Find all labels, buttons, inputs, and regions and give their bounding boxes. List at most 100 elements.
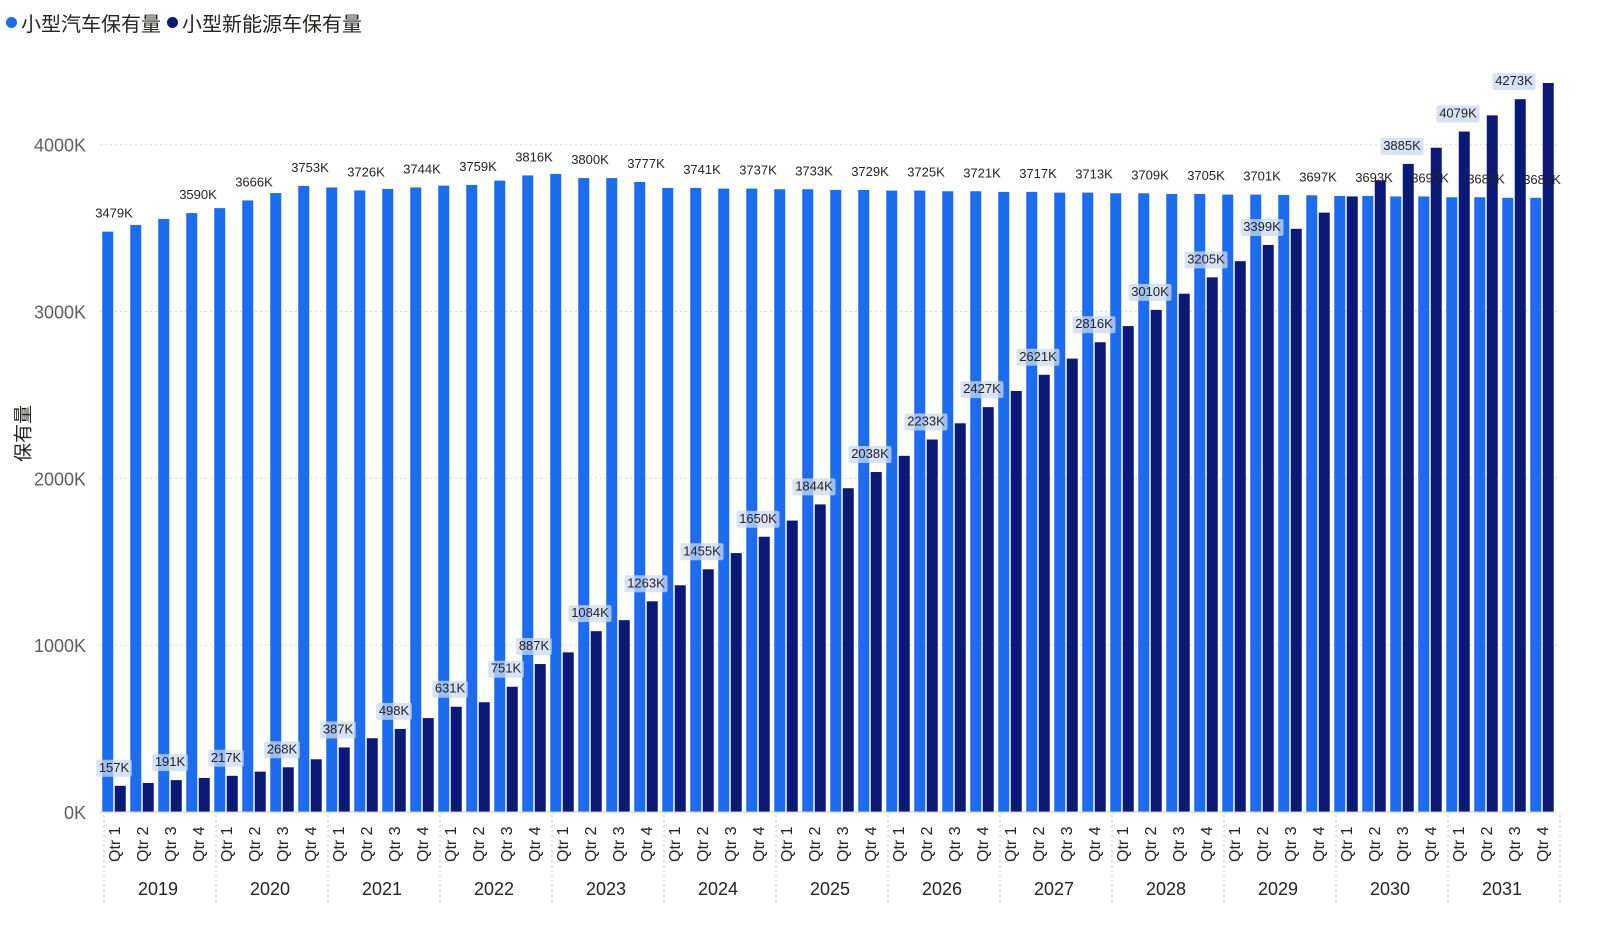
bar-series2: [870, 472, 882, 812]
data-label-series2: 1650K: [739, 511, 777, 526]
bar-series1: [1362, 195, 1374, 813]
data-label-series1: 3666K: [235, 174, 273, 189]
data-label-series2: 498K: [379, 703, 410, 718]
data-label-series2: 1084K: [571, 605, 609, 620]
data-label-series1: 3693K: [1355, 170, 1393, 185]
data-label-series1: 3800K: [571, 152, 609, 167]
bar-series2: [1486, 115, 1498, 813]
bar-series2: [590, 631, 602, 812]
bar-series2: [814, 504, 826, 812]
x-tick-label-quarter: Qtr 2: [695, 826, 712, 862]
x-tick-label-quarter: Qtr 1: [667, 826, 684, 862]
bar-series2: [1458, 131, 1470, 812]
data-label-series1: 3729K: [851, 164, 889, 179]
bar-series1: [1334, 195, 1346, 813]
bar-series1: [354, 190, 366, 813]
x-tick-label-quarter: Qtr 1: [891, 826, 908, 862]
bar-series1: [886, 190, 898, 812]
bar-series1: [1474, 197, 1486, 812]
x-tick-label-year: 2024: [698, 879, 738, 899]
bar-series1: [1530, 197, 1542, 812]
data-label-bg: [848, 446, 892, 464]
data-label-series2: 157K: [99, 760, 130, 775]
bar-series2: [114, 785, 126, 812]
bar-series1: [662, 187, 674, 813]
data-label-bg: [1128, 283, 1172, 301]
x-tick-label-year: 2029: [1258, 879, 1298, 899]
x-tick-label-year: 2023: [586, 879, 626, 899]
data-label-bg: [680, 543, 724, 561]
data-label-series1: 3682K: [1523, 172, 1561, 187]
bar-series2: [366, 738, 378, 812]
legend-item-series1[interactable]: 小型汽车保有量: [6, 8, 161, 37]
x-tick-label-quarter: Qtr 1: [555, 826, 572, 862]
data-label-series1: 3685K: [1467, 171, 1505, 186]
bar-series2: [1178, 293, 1190, 812]
bar-series1: [326, 187, 338, 812]
bar-series2: [1402, 163, 1414, 812]
x-tick-label-quarter: Qtr 1: [1339, 826, 1356, 862]
data-label-series2: 4079K: [1439, 106, 1477, 121]
x-tick-label-quarter: Qtr 1: [1003, 826, 1020, 862]
bar-series1: [270, 193, 282, 812]
x-tick-label-quarter: Qtr 3: [1507, 826, 1524, 862]
data-label-series1: 3690K: [1411, 170, 1449, 185]
x-tick-label-quarter: Qtr 1: [1115, 826, 1132, 862]
y-tick-label: 1000K: [34, 636, 86, 656]
x-tick-label-quarter: Qtr 2: [1143, 826, 1160, 862]
x-tick-label-quarter: Qtr 1: [219, 826, 236, 862]
bar-series1: [214, 208, 226, 813]
bar-series1: [578, 178, 590, 812]
data-label-series2: 4273K: [1495, 73, 1533, 88]
x-tick-label-year: 2031: [1482, 879, 1522, 899]
bar-series1: [186, 213, 198, 812]
data-label-bg: [264, 741, 300, 759]
x-tick-label-quarter: Qtr 4: [751, 826, 768, 862]
x-tick-label-quarter: Qtr 2: [135, 826, 152, 862]
bar-series2: [422, 718, 434, 812]
x-tick-label-quarter: Qtr 4: [1199, 826, 1216, 862]
x-tick-label-quarter: Qtr 3: [1283, 826, 1300, 862]
data-label-bg: [1072, 316, 1116, 334]
x-tick-label-quarter: Qtr 2: [247, 826, 264, 862]
bar-series1: [1306, 195, 1318, 812]
data-label-bg: [736, 510, 780, 528]
bar-series2: [1122, 326, 1134, 812]
data-label-series1: 3744K: [403, 161, 441, 176]
bar-series2: [1542, 83, 1554, 813]
data-label-series1: 3717K: [1019, 166, 1057, 181]
data-label-series1: 3733K: [795, 163, 833, 178]
legend-item-series2[interactable]: 小型新能源车保有量: [167, 8, 362, 37]
bar-series2: [1234, 261, 1246, 812]
bar-series1: [438, 185, 450, 813]
x-tick-label-quarter: Qtr 4: [639, 826, 656, 862]
bar-series1: [1194, 193, 1206, 813]
y-tick-label: 2000K: [34, 469, 86, 489]
legend-label-series1: 小型汽车保有量: [21, 13, 161, 36]
data-label-series1: 3705K: [1187, 168, 1225, 183]
bar-series1: [802, 189, 814, 813]
data-label-bg: [96, 759, 132, 777]
x-tick-label-quarter: Qtr 1: [331, 826, 348, 862]
x-tick-label-quarter: Qtr 1: [107, 826, 124, 862]
x-tick-label-quarter: Qtr 3: [163, 826, 180, 862]
bar-series1: [830, 189, 842, 812]
data-label-bg: [516, 638, 552, 656]
bar-series1: [1054, 192, 1066, 812]
bar-series2: [198, 777, 210, 812]
data-label-bg: [488, 660, 524, 678]
data-label-series1: 3777K: [627, 156, 665, 171]
bar-series2: [1318, 212, 1330, 813]
data-label-series2: 631K: [435, 681, 466, 696]
bar-series2: [702, 569, 714, 812]
x-tick-label-year: 2026: [922, 879, 962, 899]
x-tick-label-year: 2030: [1370, 879, 1410, 899]
bar-series1: [382, 188, 394, 813]
x-tick-label-quarter: Qtr 4: [303, 826, 320, 862]
x-tick-label-quarter: Qtr 4: [1311, 826, 1328, 862]
x-tick-label-quarter: Qtr 4: [1087, 826, 1104, 862]
bar-series1: [858, 189, 870, 812]
x-tick-label-quarter: Qtr 4: [415, 826, 432, 862]
bar-series1: [1250, 194, 1262, 813]
